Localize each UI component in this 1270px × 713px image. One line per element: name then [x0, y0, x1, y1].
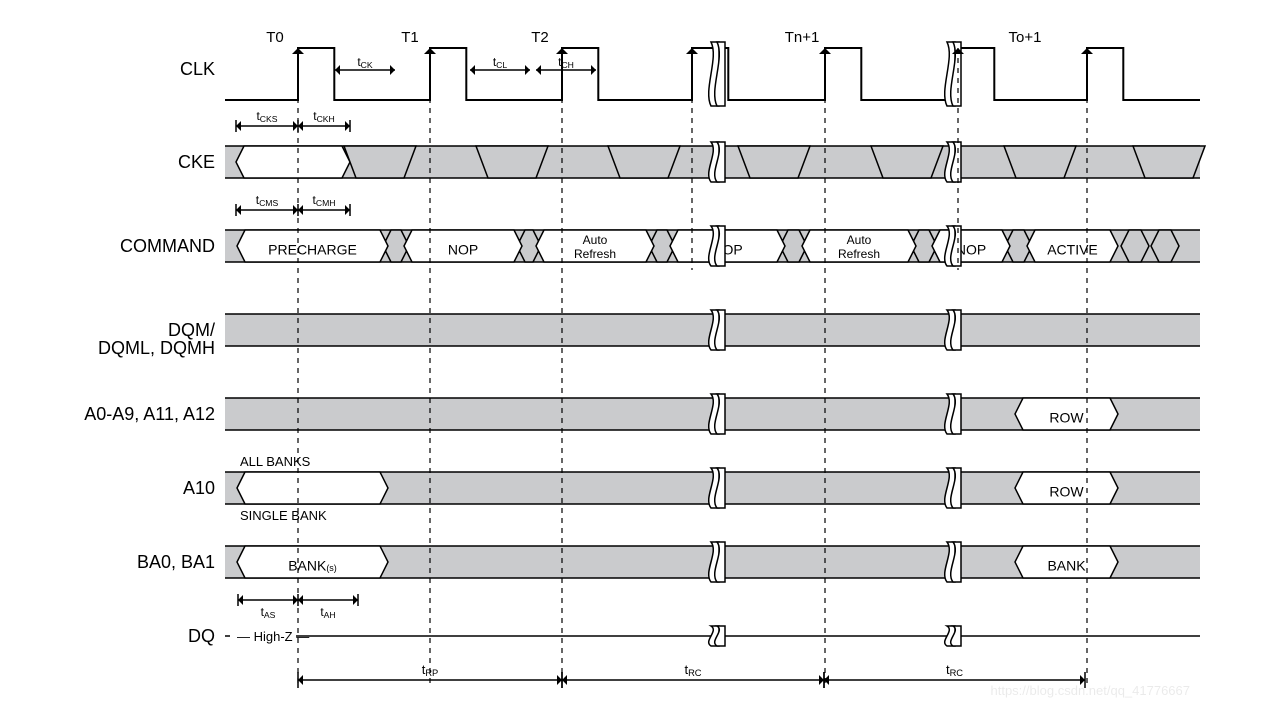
svg-text:A10: A10: [183, 478, 215, 498]
svg-text:tCMS: tCMS: [256, 193, 279, 208]
svg-text:ALL BANKS: ALL BANKS: [240, 454, 311, 469]
svg-text:ROW: ROW: [1049, 484, 1084, 500]
svg-text:tRC: tRC: [946, 662, 963, 678]
svg-text:tCH: tCH: [558, 55, 574, 70]
svg-text:Tn+1: Tn+1: [785, 29, 820, 46]
svg-text:tCK: tCK: [357, 55, 373, 70]
svg-text:A0-A9, A11, A12: A0-A9, A11, A12: [84, 404, 215, 424]
svg-text:tRP: tRP: [422, 662, 439, 678]
svg-text:Refresh: Refresh: [574, 247, 616, 261]
svg-text:DQM/: DQM/: [168, 320, 215, 340]
svg-text:PRECHARGE: PRECHARGE: [268, 242, 357, 258]
svg-text:DQML, DQMH: DQML, DQMH: [98, 338, 215, 358]
svg-text:tAH: tAH: [320, 605, 335, 620]
svg-text:T0: T0: [266, 29, 284, 46]
svg-text:Auto: Auto: [583, 233, 608, 247]
svg-text:tCKS: tCKS: [256, 109, 277, 124]
svg-text:Refresh: Refresh: [838, 247, 880, 261]
svg-text:ROW: ROW: [1049, 410, 1084, 426]
svg-text:tRC: tRC: [684, 662, 701, 678]
svg-text:tCL: tCL: [493, 55, 508, 70]
svg-text:ACTIVE: ACTIVE: [1047, 242, 1098, 258]
svg-text:tAS: tAS: [261, 605, 276, 620]
svg-text:To+1: To+1: [1009, 29, 1042, 46]
svg-text:tCMH: tCMH: [313, 193, 336, 208]
svg-text:NOP: NOP: [448, 242, 478, 258]
svg-text:BA0, BA1: BA0, BA1: [137, 552, 215, 572]
svg-text:DQ: DQ: [188, 626, 215, 646]
svg-text:BANK: BANK: [1047, 558, 1086, 574]
svg-text:Auto: Auto: [847, 233, 872, 247]
svg-text:CLK: CLK: [180, 59, 215, 79]
svg-text:T1: T1: [401, 29, 419, 46]
svg-text:tCKH: tCKH: [313, 109, 335, 124]
svg-text:COMMAND: COMMAND: [120, 236, 215, 256]
svg-text:T2: T2: [531, 29, 549, 46]
svg-text:CKE: CKE: [178, 152, 215, 172]
svg-text:https://blog.csdn.net/qq_41776: https://blog.csdn.net/qq_41776667: [991, 683, 1191, 698]
svg-text:SINGLE BANK: SINGLE BANK: [240, 508, 327, 523]
